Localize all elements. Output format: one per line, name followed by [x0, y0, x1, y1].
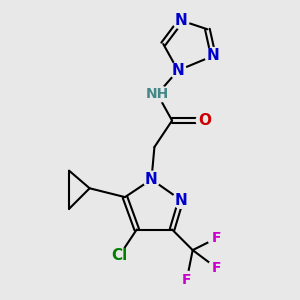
Text: NH: NH: [146, 87, 169, 101]
Text: F: F: [212, 261, 221, 275]
Ellipse shape: [208, 230, 224, 247]
Ellipse shape: [178, 271, 195, 288]
Text: N: N: [175, 193, 187, 208]
Text: O: O: [198, 113, 211, 128]
Ellipse shape: [170, 62, 186, 79]
Ellipse shape: [173, 192, 189, 208]
Ellipse shape: [143, 171, 160, 188]
Text: F: F: [182, 273, 192, 286]
Ellipse shape: [208, 260, 224, 276]
Text: N: N: [145, 172, 158, 187]
Ellipse shape: [205, 47, 221, 64]
Text: Cl: Cl: [111, 248, 127, 263]
Ellipse shape: [196, 112, 213, 129]
Text: N: N: [207, 48, 220, 63]
Ellipse shape: [145, 86, 170, 102]
Ellipse shape: [173, 12, 189, 29]
Ellipse shape: [107, 248, 131, 264]
Text: F: F: [212, 231, 221, 245]
Text: N: N: [172, 63, 184, 78]
Text: N: N: [175, 13, 187, 28]
